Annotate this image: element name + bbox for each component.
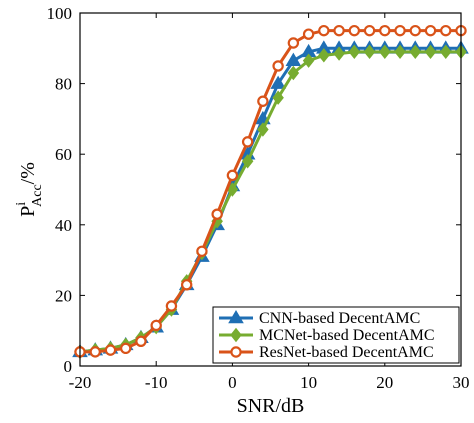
data-point bbox=[257, 95, 269, 107]
series-3 bbox=[74, 24, 467, 358]
y-tick-label: 60 bbox=[55, 145, 72, 164]
data-point bbox=[333, 24, 345, 37]
x-tick-label: 20 bbox=[376, 373, 393, 392]
data-point bbox=[409, 24, 421, 37]
data-point bbox=[241, 136, 254, 148]
data-point bbox=[285, 52, 302, 66]
x-tick-label: 10 bbox=[300, 373, 317, 392]
x-tick-label: 0 bbox=[228, 373, 237, 392]
data-point bbox=[394, 44, 406, 60]
series-line bbox=[79, 46, 461, 354]
legend-entry: CNN-based DecentAMC bbox=[219, 310, 420, 327]
data-point bbox=[379, 24, 391, 37]
data-point bbox=[379, 44, 391, 60]
series-line bbox=[80, 29, 461, 354]
data-point bbox=[348, 24, 361, 37]
data-point bbox=[439, 44, 452, 60]
legend-swatch-marker bbox=[230, 346, 242, 358]
y-tick-label: 100 bbox=[47, 4, 73, 23]
data-point bbox=[272, 60, 284, 72]
data-point bbox=[196, 245, 208, 257]
x-axis-title: SNR/dB bbox=[237, 395, 305, 417]
data-point bbox=[333, 46, 345, 61]
data-point bbox=[241, 154, 254, 169]
data-point bbox=[272, 90, 284, 105]
legend-swatch-marker bbox=[228, 310, 244, 324]
data-point bbox=[211, 208, 223, 220]
plot-area bbox=[72, 24, 469, 360]
legend-label: MCNet-based DecentAMC bbox=[259, 327, 435, 344]
data-point bbox=[318, 24, 330, 37]
data-point bbox=[270, 75, 286, 89]
data-point bbox=[89, 346, 101, 358]
data-point bbox=[165, 300, 178, 312]
legend-swatch-marker bbox=[230, 327, 242, 343]
data-point bbox=[363, 24, 376, 37]
data-point bbox=[287, 37, 300, 49]
y-axis-title-sup: i bbox=[14, 202, 29, 206]
data-point bbox=[135, 335, 147, 347]
data-point bbox=[363, 44, 376, 60]
data-point bbox=[440, 24, 452, 37]
data-point bbox=[424, 44, 437, 60]
data-point bbox=[150, 319, 162, 332]
y-tick-label: 40 bbox=[55, 216, 72, 235]
data-point bbox=[180, 279, 193, 291]
legend-label: ResNet-based DecentAMC bbox=[259, 344, 434, 361]
data-point bbox=[287, 65, 300, 81]
axis-ticks: -20 -10 0 10 20 30 0 20 40 60 80 100 bbox=[47, 4, 470, 392]
legend-box bbox=[212, 306, 460, 364]
data-point bbox=[104, 344, 117, 356]
data-point bbox=[226, 169, 239, 182]
data-point bbox=[120, 342, 132, 355]
data-point bbox=[318, 48, 330, 63]
x-tick-label: 30 bbox=[453, 373, 470, 392]
data-point bbox=[394, 24, 406, 37]
y-axis-title-suffix: /% bbox=[17, 162, 39, 184]
legend-label: CNN-based DecentAMC bbox=[259, 310, 420, 327]
axes-frame bbox=[79, 12, 462, 367]
x-tick-label: -10 bbox=[145, 373, 168, 392]
y-tick-label: 80 bbox=[55, 75, 72, 94]
legend-entry: MCNet-based DecentAMC bbox=[219, 327, 435, 344]
data-point bbox=[302, 53, 315, 68]
y-axis-title-sub: Acc bbox=[30, 184, 45, 207]
data-point bbox=[257, 122, 269, 137]
legend-entry: ResNet-based DecentAMC bbox=[219, 344, 434, 361]
data-point bbox=[302, 28, 315, 40]
y-tick-label: 20 bbox=[55, 286, 72, 305]
y-axis-title-main: P bbox=[17, 206, 39, 217]
x-tick-label: -20 bbox=[69, 373, 92, 392]
y-tick-label: 0 bbox=[64, 357, 73, 376]
data-point bbox=[409, 44, 422, 60]
y-axis-title: PiAcc/% bbox=[14, 162, 45, 217]
data-point bbox=[348, 44, 361, 60]
data-point bbox=[424, 24, 437, 37]
